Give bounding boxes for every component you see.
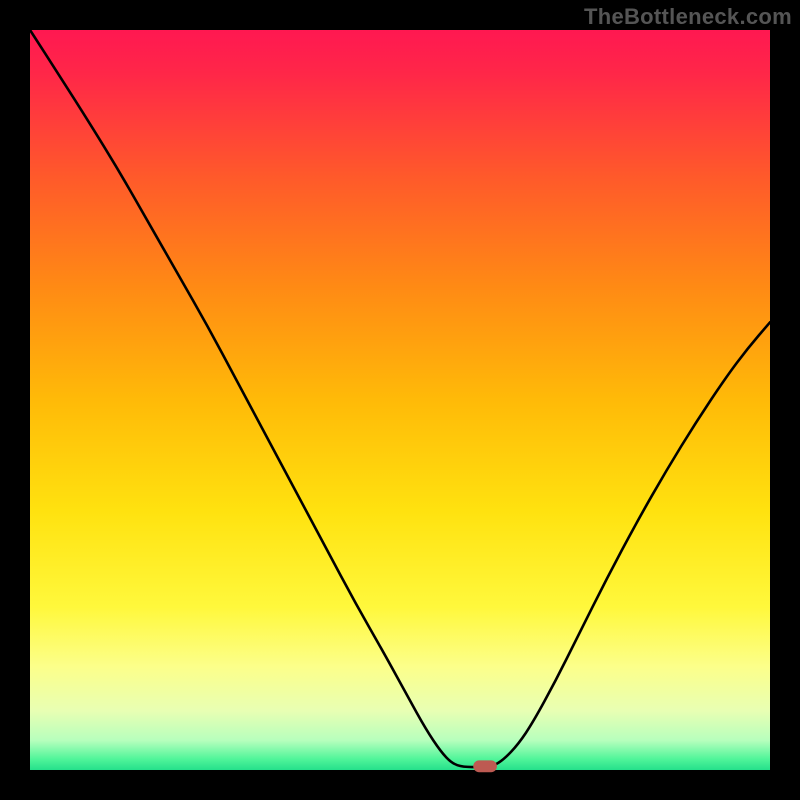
chart-frame: TheBottleneck.com [0,0,800,800]
bottleneck-marker [473,760,497,772]
watermark-label: TheBottleneck.com [584,4,792,30]
bottleneck-chart [0,0,800,800]
plot-background [30,30,770,770]
